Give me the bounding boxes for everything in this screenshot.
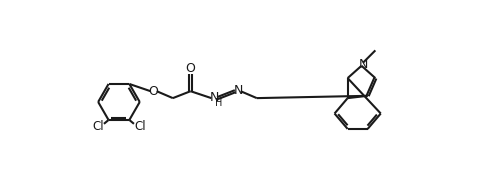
- Text: N: N: [359, 58, 368, 71]
- Text: N: N: [210, 91, 219, 104]
- Text: Cl: Cl: [134, 120, 146, 133]
- Text: H: H: [216, 98, 223, 108]
- Text: O: O: [186, 62, 195, 75]
- Text: Cl: Cl: [92, 120, 104, 133]
- Text: N: N: [234, 84, 243, 97]
- Text: O: O: [149, 85, 158, 98]
